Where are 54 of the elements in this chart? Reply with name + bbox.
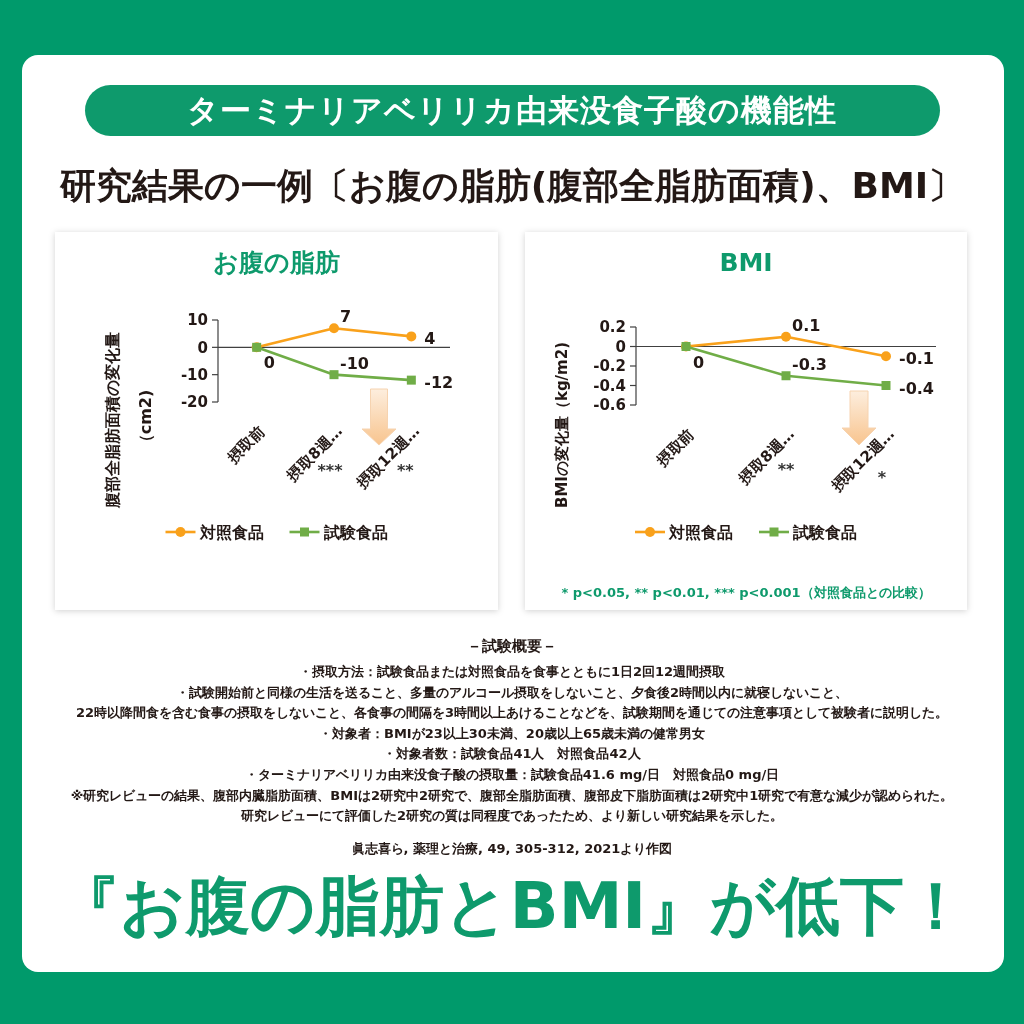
data-label: -0.4 <box>899 378 934 398</box>
point <box>781 331 791 342</box>
chart-title: BMI <box>719 248 773 277</box>
point <box>406 331 417 342</box>
data-label: 0 <box>693 352 705 372</box>
legend-label: 試験食品 <box>322 522 388 542</box>
point <box>329 323 339 334</box>
point <box>329 370 339 380</box>
text: ・試験開始前と同様の生活を送ること、多量のアルコール摂取をしないこと、夕食後2時間以内に就寝しないこと、 <box>175 684 849 700</box>
text: *** <box>317 461 344 480</box>
point <box>781 371 791 381</box>
text: ** <box>777 460 795 479</box>
y-tick-label: -0.2 <box>593 357 626 376</box>
y-axis-title: 腹部全脂肪面積の変化量（cm2) <box>102 332 154 509</box>
y-tick-label: 0 <box>197 338 208 357</box>
y-tick-label: -10 <box>180 366 208 385</box>
point <box>406 375 416 385</box>
data-label: -10 <box>340 353 369 373</box>
data-label: 4 <box>424 329 436 349</box>
text: 研究結果の一例〔お腹の脂肪(腹部全脂肪面積)、BMI〕 <box>58 165 965 206</box>
x-tick-label: 摂取前 <box>223 422 269 468</box>
y-tick-label: 10 <box>187 311 208 330</box>
point <box>881 351 891 362</box>
data-label: 0 <box>263 353 275 373</box>
text: * p<0.05, ** p<0.01, *** p<0.001（対照食品との比較） <box>561 585 931 600</box>
data-label: -12 <box>424 373 454 393</box>
data-label: 0.1 <box>792 315 821 335</box>
data-label: -0.1 <box>899 349 934 369</box>
y-tick-label: -20 <box>180 393 208 412</box>
text: 22時以降間食を含む食事の摂取をしないこと、各食事の間隔を3時間以上あけることなどを、試験期間を通じての注意事項として被験者に説明した。 <box>75 705 949 721</box>
y-tick-label: 0 <box>615 337 626 356</box>
y-tick-label: -0.4 <box>593 376 626 395</box>
text: * <box>877 468 887 487</box>
y-tick-label: -0.6 <box>593 396 626 415</box>
legend-label: 対照食品 <box>668 522 733 542</box>
text: ・摂取方法：試験食品または対照食品を食事とともに1日2回12週間摂取 <box>298 664 727 679</box>
x-tick-label: 摂取前 <box>652 425 698 471</box>
y-axis-title: BMIの変化量（kg/m2) <box>553 341 571 509</box>
text: 眞志喜ら, 薬理と治療, 49, 305-312, 2021より作図 <box>351 840 673 856</box>
text: ※研究レビューの結果、腹部内臓脂肪面積、BMIは2研究中2研究で、腹部全脂肪面積、腹部皮下脂肪面積は2研究中1研究で有意な減少が認められた。 <box>70 787 954 803</box>
text: ターミナリアベリリカ由来没食子酸の機能性 <box>187 92 837 128</box>
text: ・対象者：BMIが23以上30未満、20歳以上65歳未満の健常男女 <box>318 725 706 741</box>
legend-label: 試験食品 <box>792 522 857 542</box>
point <box>881 381 891 390</box>
y-tick-label: 0.2 <box>599 318 626 337</box>
chart-title: お腹の脂肪 <box>213 248 340 277</box>
data-label: 7 <box>340 307 352 327</box>
text: －試験概要－ <box>467 637 557 655</box>
text: 『お腹の脂肪とBMI』が低下！ <box>55 869 969 943</box>
text: 研究レビューにて評価した2研究の質は同程度であったため、より新しい研究結果を示した。 <box>239 808 784 824</box>
text: ・ターミナリアベリリカ由来没食子酸の摂取量：試験食品41.6 mg/日 対照食品0 mg/日 <box>244 767 780 782</box>
legend-label: 対照食品 <box>198 522 264 542</box>
text: ・対象者数：試験食品41人 対照食品42人 <box>383 746 642 762</box>
data-label: -0.3 <box>792 354 827 374</box>
